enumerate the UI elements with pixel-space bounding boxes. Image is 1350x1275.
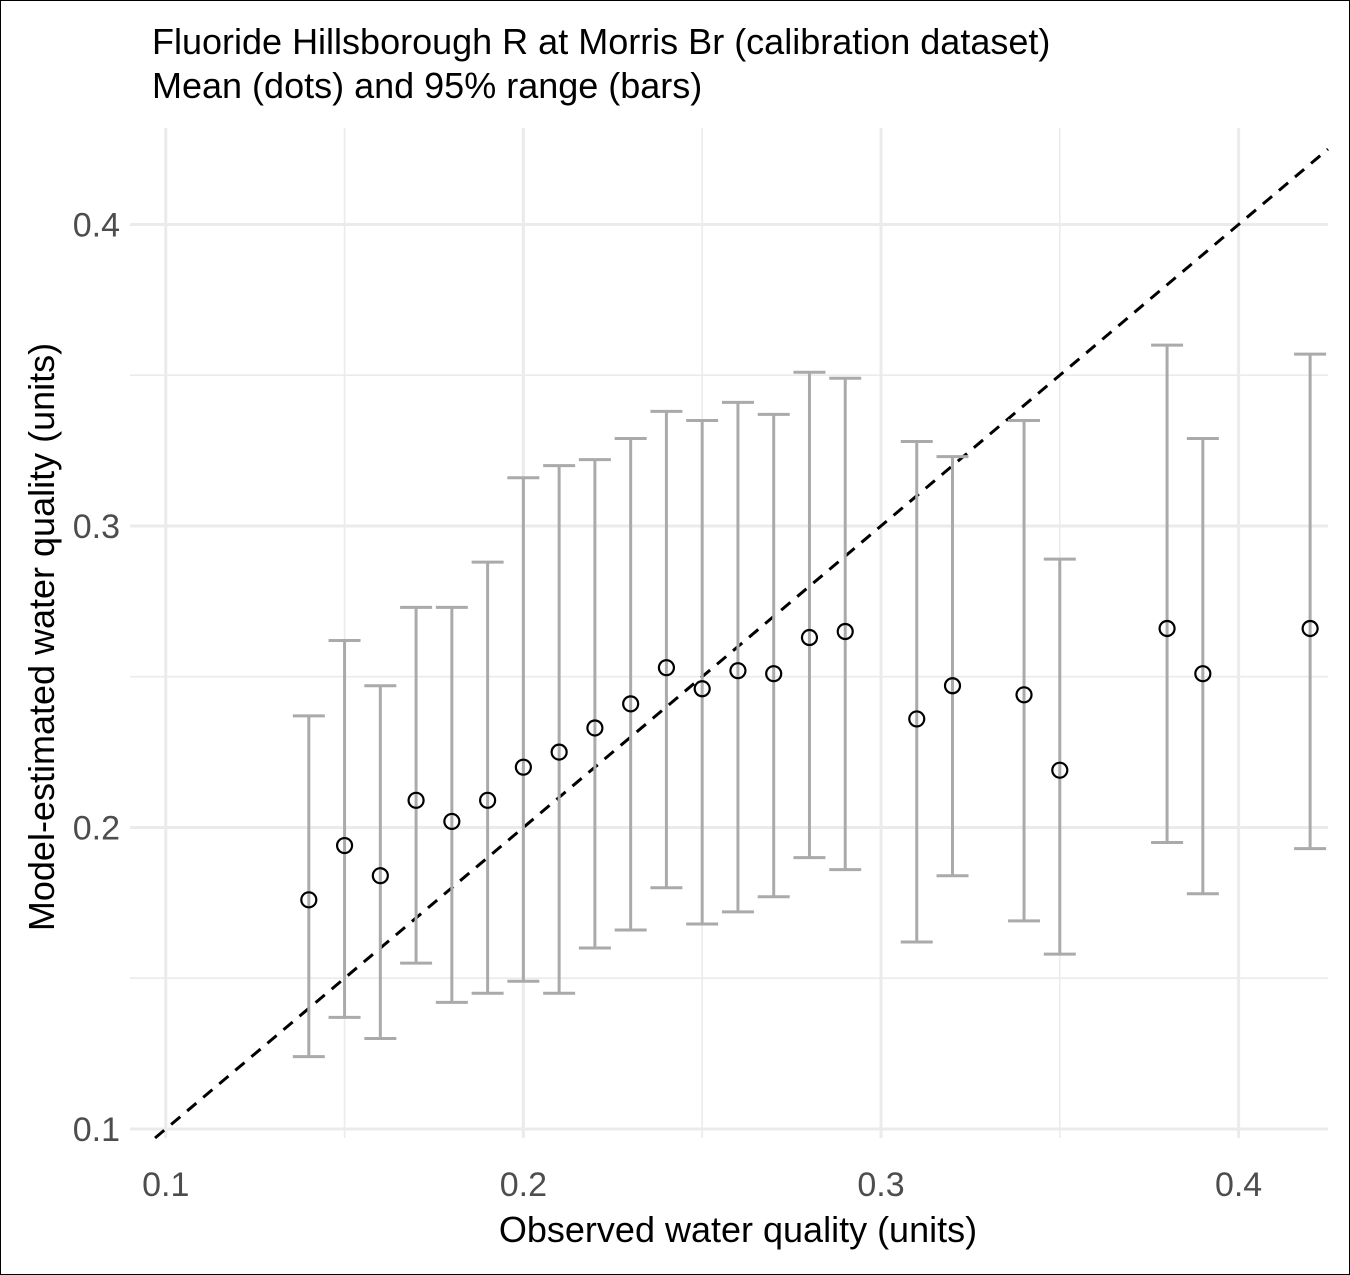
mean-point	[1051, 761, 1069, 779]
mean-point	[335, 836, 354, 855]
errorbar	[400, 605, 433, 965]
mean-point	[1194, 665, 1212, 683]
one-to-one-line	[154, 147, 1329, 1140]
y-tick-label: 0.1	[73, 1111, 120, 1149]
y-tick-labels: 0.1 0.2 0.3 0.4	[73, 206, 120, 1148]
errorbar	[614, 437, 647, 932]
errorbar	[364, 684, 397, 1041]
mean-point	[693, 680, 711, 698]
mean-point	[657, 659, 676, 677]
errorbar	[507, 476, 540, 983]
errorbar	[650, 409, 683, 890]
errorbar	[1151, 343, 1184, 845]
y-tick-label: 0.4	[73, 206, 120, 244]
errorbar	[757, 412, 790, 899]
mean-point	[729, 662, 747, 680]
y-tick-label: 0.3	[73, 508, 120, 546]
mean-point	[908, 710, 926, 728]
y-axis-label: Model-estimated water quality (units)	[21, 343, 62, 931]
mean-point	[836, 622, 854, 641]
errorbar	[543, 464, 576, 995]
x-tick-label: 0.1	[142, 1166, 189, 1204]
mean-point	[586, 719, 604, 737]
errorbar	[328, 639, 361, 1019]
x-tick-labels: 0.1 0.2 0.3 0.4	[142, 1166, 1262, 1204]
errorbar	[793, 370, 826, 860]
errorbar	[292, 714, 325, 1059]
mean-point	[407, 791, 425, 809]
chart-subtitle: Mean (dots) and 95% range (bars)	[152, 65, 703, 106]
points	[300, 619, 1319, 909]
x-tick-label: 0.4	[1215, 1166, 1262, 1204]
mean-point	[1015, 686, 1033, 704]
errorbar	[721, 400, 754, 914]
errorbar	[936, 455, 969, 878]
x-tick-label: 0.3	[857, 1166, 904, 1204]
errorbars	[292, 343, 1327, 1059]
errorbar	[471, 560, 504, 995]
mean-point	[479, 791, 497, 809]
x-tick-label: 0.2	[500, 1166, 547, 1204]
mean-point	[514, 758, 532, 776]
errorbar	[1043, 557, 1076, 956]
chart-title: Fluoride Hillsborough R at Morris Br (ca…	[152, 21, 1051, 62]
mean-point	[765, 665, 783, 683]
errorbar	[435, 605, 468, 1004]
errorbar	[1008, 418, 1041, 923]
mean-point	[443, 812, 461, 831]
x-axis-label: Observed water quality (units)	[499, 1209, 977, 1250]
mean-point	[550, 743, 568, 761]
errorbar	[900, 440, 933, 944]
reference-line	[154, 147, 1329, 1140]
errorbar	[578, 458, 611, 950]
errorbar	[1294, 352, 1327, 851]
mean-point	[622, 695, 640, 713]
mean-point	[1301, 619, 1319, 638]
mean-point	[1158, 619, 1176, 638]
mean-point	[943, 677, 962, 695]
mean-point	[300, 891, 318, 909]
mean-point	[371, 867, 389, 885]
errorbar	[686, 418, 719, 926]
y-tick-label: 0.2	[73, 809, 120, 847]
mean-point	[800, 628, 819, 647]
